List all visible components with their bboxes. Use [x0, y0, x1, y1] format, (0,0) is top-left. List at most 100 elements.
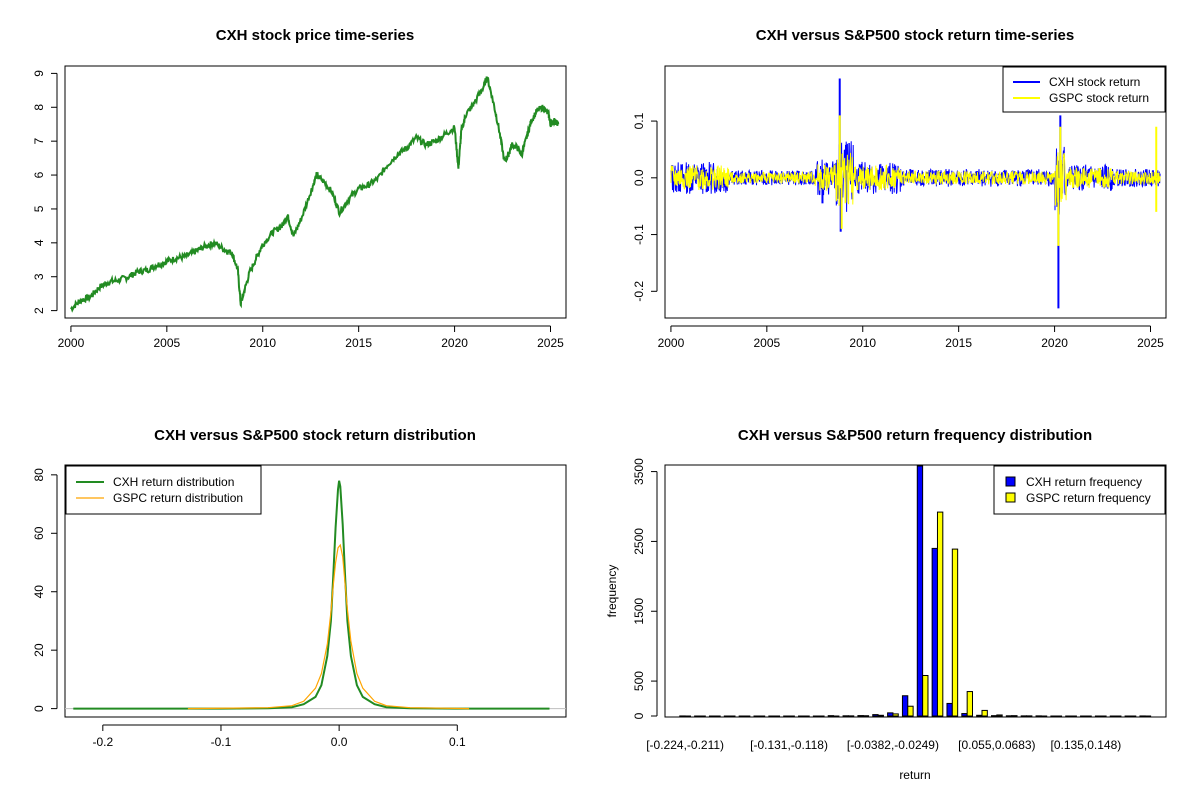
- cxh-frequency-bar: [1005, 715, 1013, 718]
- gspc-frequency-bar: [981, 709, 988, 717]
- price-series-group: [70, 76, 560, 313]
- cxh-frequency-bar: [1109, 715, 1117, 718]
- cxh-frequency-bar: [991, 715, 998, 717]
- cxh-frequency-bar: [679, 715, 686, 718]
- histogram-x-axis-title: return: [899, 768, 930, 782]
- gspc-frequency-bar: [922, 674, 929, 717]
- density-x-tick-label: -0.1: [211, 735, 232, 749]
- histogram-y-tick-label: 1500: [632, 598, 646, 625]
- density-chart-title: CXH versus S&P500 stock return distribut…: [154, 427, 476, 444]
- panel-histogram: CXH versus S&P500 return frequency distr…: [605, 427, 1167, 782]
- cxh-frequency-bar: [946, 702, 953, 717]
- histogram-y-tick-label: 0: [632, 712, 646, 719]
- density-plot-frame: [64, 464, 567, 718]
- histogram-legend-box: [993, 465, 1166, 515]
- price-x-tick-label: 2015: [345, 336, 372, 350]
- returns-x-tick-label: 2005: [753, 336, 780, 350]
- price-y-tick-label: 4: [32, 239, 46, 246]
- gspc-frequency-bar: [1100, 715, 1107, 718]
- gspc-frequency-bar: [1115, 715, 1122, 718]
- cxh-frequency-bar: [961, 713, 968, 717]
- returns-y-axis: -0.2 -0.1 0.0 0.1: [632, 112, 658, 302]
- cxh-frequency-bar: [842, 715, 849, 718]
- price-x-tick-label: 2020: [441, 336, 468, 350]
- cxh-frequency-bar: [1094, 715, 1102, 718]
- gspc-frequency-bar: [744, 715, 751, 718]
- cxh-frequency-bar: [887, 712, 894, 717]
- cxh-frequency-bar: [1080, 715, 1087, 718]
- price-x-tick-label: 2005: [153, 336, 180, 350]
- price-y-tick-label: 2: [32, 307, 46, 314]
- gspc-density-line: [187, 543, 470, 710]
- price-y-tick-label: 8: [32, 104, 46, 111]
- gspc-frequency-bar: [729, 715, 736, 718]
- density-y-tick-label: 40: [32, 585, 46, 599]
- returns-x-tick-label: 2020: [1041, 336, 1068, 350]
- gspc-frequency-bar: [1011, 715, 1018, 717]
- histogram-x-tick-label: [-0.0382,-0.0249): [847, 738, 939, 752]
- density-legend-label-gspc: GSPC return distribution: [113, 491, 243, 505]
- price-x-axis: 2000 2005 2010 2015 2020 2025: [58, 325, 564, 350]
- histogram-x-tick-label: [0.135,0.148): [1051, 738, 1122, 752]
- histogram-y-tick-label: 500: [632, 671, 646, 691]
- returns-x-tick-label: 2000: [658, 336, 685, 350]
- cxh-frequency-bar: [723, 715, 731, 718]
- gspc-frequency-bar: [1055, 715, 1063, 718]
- gspc-frequency-bar: [758, 715, 766, 718]
- cxh-frequency-bar: [901, 695, 909, 717]
- panel-price: CXH stock price time-series 2000 2005 2010…: [32, 27, 567, 350]
- cxh-frequency-bar: [1050, 715, 1057, 718]
- histogram-legend: CXH return frequency GSPC return frequen…: [993, 465, 1166, 515]
- histogram-legend-label-gspc: GSPC return frequency: [1026, 491, 1151, 505]
- returns-chart-title: CXH versus S&P500 stock return time-seri…: [756, 27, 1074, 44]
- gspc-frequency-bar: [1070, 715, 1077, 718]
- density-x-tick-label: -0.2: [92, 735, 113, 749]
- price-y-tick-label: 5: [32, 205, 46, 212]
- gspc-frequency-bar: [996, 714, 1003, 717]
- gspc-frequency-bar: [684, 715, 691, 718]
- cxh-frequency-bar: [738, 715, 745, 718]
- returns-y-tick-label: 0.1: [632, 112, 646, 129]
- returns-plot-frame: [664, 65, 1167, 319]
- gspc-frequency-bar: [951, 548, 959, 717]
- gspc-frequency-bar: [907, 705, 914, 717]
- returns-legend: CXH stock return GSPC stock return: [1002, 66, 1166, 113]
- gspc-frequency-bar: [714, 715, 721, 718]
- cxh-frequency-bar: [1035, 715, 1042, 718]
- gspc-frequency-bar: [847, 715, 855, 718]
- density-legend-box: [65, 465, 262, 515]
- price-x-tick-label: 2000: [58, 336, 85, 350]
- cxh-frequency-bar: [931, 547, 938, 717]
- gspc-frequency-bar: [803, 715, 810, 718]
- gspc-frequency-bar: [1026, 715, 1033, 718]
- price-x-tick-label: 2010: [249, 336, 276, 350]
- gspc-frequency-bar: [936, 511, 944, 717]
- price-y-tick-label: 9: [32, 70, 46, 77]
- density-y-axis: 0 20 40 60 80: [32, 468, 58, 712]
- cxh-frequency-bar: [768, 715, 775, 718]
- cxh-frequency-bar: [753, 715, 760, 718]
- histogram-legend-label-cxh: CXH return frequency: [1026, 475, 1142, 489]
- cxh-frequency-bar: [1139, 715, 1146, 718]
- cxh-frequency-bar: [976, 714, 983, 717]
- panel-returns: CXH versus S&P500 stock return time-seri…: [632, 27, 1167, 350]
- returns-x-tick-label: 2010: [849, 336, 876, 350]
- price-y-tick-label: 6: [32, 171, 46, 178]
- gspc-frequency-bar: [1040, 715, 1048, 718]
- returns-x-tick-label: 2025: [1137, 336, 1164, 350]
- histogram-legend-swatch-cxh: [1005, 476, 1016, 487]
- price-chart-title: CXH stock price time-series: [216, 27, 414, 44]
- gspc-frequency-bar: [892, 713, 899, 717]
- cxh-density-line: [73, 480, 550, 710]
- density-y-tick-label: 60: [32, 526, 46, 540]
- gspc-frequency-bar: [1129, 715, 1137, 718]
- price-y-tick-label: 3: [32, 273, 46, 280]
- gspc-return-line: [670, 152, 1161, 206]
- cxh-frequency-bar: [1020, 715, 1028, 718]
- density-legend: CXH return distribution GSPC return dist…: [65, 465, 262, 515]
- histogram-x-axis: [-0.224,-0.211) [-0.131,-0.118) [-0.0382,-…: [646, 738, 1121, 752]
- gspc-frequency-bar: [1085, 715, 1092, 718]
- returns-x-tick-label: 2015: [945, 336, 972, 350]
- returns-y-tick-label: -0.2: [632, 281, 646, 302]
- price-x-tick-label: 2025: [537, 336, 564, 350]
